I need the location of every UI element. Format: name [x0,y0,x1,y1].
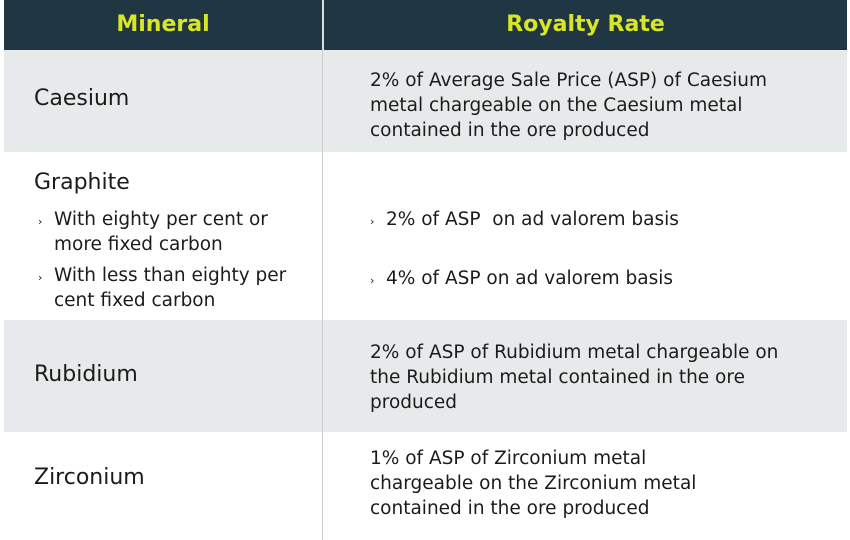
rate-line: the Rubidium metal contained in the ore [370,367,745,388]
mineral-name-zirconium: Zirconium [34,465,145,490]
mineral-name-caesium: Caesium [34,86,130,111]
rate-line: 2% of Average Sale Price (ASP) of Caesiu… [370,70,768,91]
rate-line: metal chargeable on the Caesium metal [370,95,743,116]
chevron-right-icon: › [370,274,375,287]
rate-line: chargeable on the Zirconium metal [370,473,697,494]
royalty-rate-caesium: 2% of Average Sale Price (ASP) of Caesiu… [370,68,840,143]
mineral-name-graphite: Graphite [34,170,130,195]
table-header: Mineral Royalty Rate [4,0,847,50]
chevron-right-icon: › [38,215,43,228]
rate-line: contained in the ore produced [370,120,650,141]
graphite-sub-item-1: › With eighty per cent or more fixed car… [38,207,318,257]
graphite-sub-item-2: › With less than eighty per cent fixed c… [38,263,318,313]
header-royalty-rate: Royalty Rate [506,12,665,37]
mineral-name-rubidium: Rubidium [34,362,138,387]
rate-line: produced [370,392,458,413]
rate-line: 2% of ASP of Rubidium metal chargeable o… [370,342,779,363]
chevron-right-icon: › [370,215,375,228]
header-divider [322,0,324,50]
rate-text: 2% of ASP on ad valorem basis [386,209,679,230]
rate-line: contained in the ore produced [370,498,650,519]
rate-text: 4% of ASP on ad valorem basis [386,268,673,289]
chevron-right-icon: › [38,271,43,284]
sub-item-label-line: With less than eighty per [54,265,287,286]
sub-item-label-line: With eighty per cent or [54,209,268,230]
royalty-rate-rubidium: 2% of ASP of Rubidium metal chargeable o… [370,340,840,415]
royalty-rate-zirconium: 1% of ASP of Zirconium metal chargeable … [370,446,840,521]
table-row-graphite: Graphite › With eighty per cent or more … [4,152,847,320]
royalty-rate-table: Mineral Royalty Rate Caesium 2% of Avera… [4,0,847,540]
column-divider [322,50,323,540]
table-row-zirconium: Zirconium 1% of ASP of Zirconium metal c… [4,432,847,540]
sub-item-label-line: cent fixed carbon [54,290,216,311]
table-row-caesium: Caesium 2% of Average Sale Price (ASP) o… [4,50,847,152]
table-row-rubidium: Rubidium 2% of ASP of Rubidium metal cha… [4,320,847,432]
rate-line: 1% of ASP of Zirconium metal [370,448,647,469]
sub-item-label-line: more fixed carbon [54,234,223,255]
header-mineral: Mineral [116,12,210,37]
